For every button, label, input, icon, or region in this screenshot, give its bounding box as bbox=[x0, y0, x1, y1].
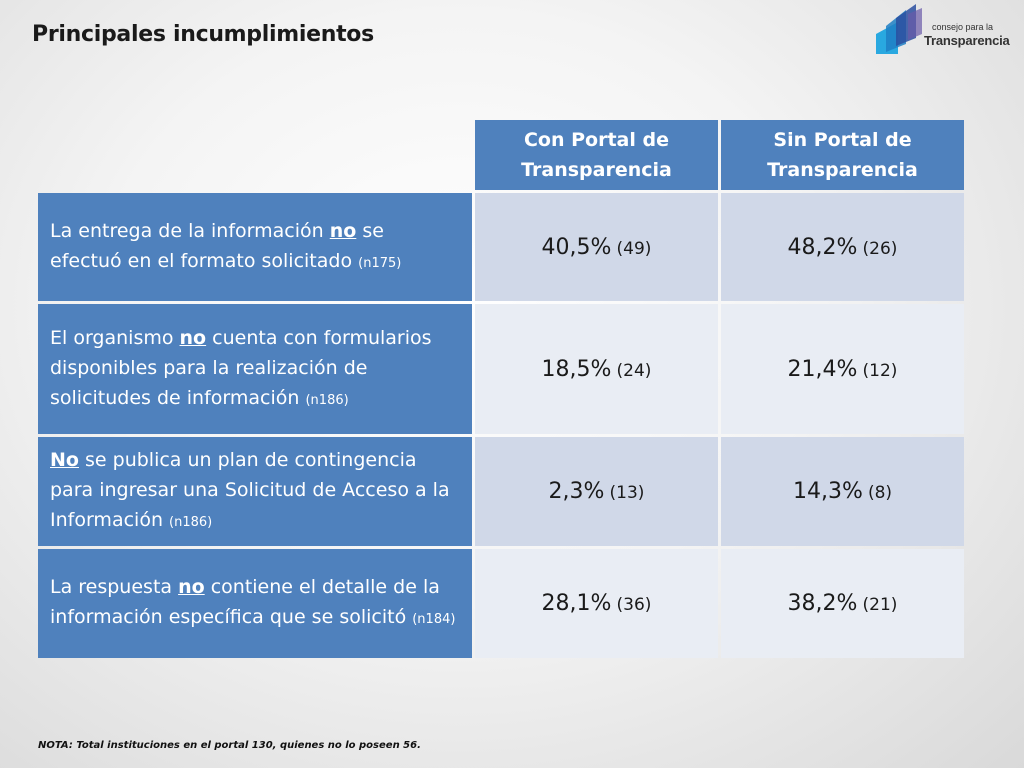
sample-size: (n186) bbox=[305, 392, 349, 408]
table-row: El organismo no cuenta con formularios d… bbox=[38, 304, 964, 434]
value-con-portal: 28,1% (36) bbox=[475, 549, 718, 658]
negation-text: No bbox=[50, 449, 79, 471]
value-sin-portal: 21,4% (12) bbox=[721, 304, 964, 434]
table-row: No se publica un plan de contingencia pa… bbox=[38, 437, 964, 546]
footnote: NOTA: Total instituciones en el portal 1… bbox=[38, 740, 421, 751]
header-row: Con Portal de Transparencia Sin Portal d… bbox=[38, 120, 964, 190]
row-label: La respuesta no contiene el detalle de l… bbox=[38, 549, 472, 658]
row-label: No se publica un plan de contingencia pa… bbox=[38, 437, 472, 546]
sample-size: (n184) bbox=[412, 612, 456, 627]
table-row: La respuesta no contiene el detalle de l… bbox=[38, 549, 964, 658]
table-corner bbox=[38, 120, 472, 190]
negation-text: no bbox=[178, 576, 205, 598]
value-con-portal: 2,3% (13) bbox=[475, 437, 718, 546]
column-header-con-portal: Con Portal de Transparencia bbox=[475, 120, 718, 190]
row-label: El organismo no cuenta con formularios d… bbox=[38, 304, 472, 434]
table-row: La entrega de la información no se efect… bbox=[38, 193, 964, 301]
column-header-sin-portal: Sin Portal de Transparencia bbox=[721, 120, 964, 190]
logo-text-big: Transparencia bbox=[924, 33, 1010, 48]
sample-size: (n175) bbox=[358, 255, 402, 271]
value-con-portal: 18,5% (24) bbox=[475, 304, 718, 434]
compliance-table: Con Portal de Transparencia Sin Portal d… bbox=[35, 117, 967, 661]
page-title: Principales incumplimientos bbox=[32, 22, 374, 47]
value-sin-portal: 38,2% (21) bbox=[721, 549, 964, 658]
value-con-portal: 40,5% (49) bbox=[475, 193, 718, 301]
value-sin-portal: 48,2% (26) bbox=[721, 193, 964, 301]
sample-size: (n186) bbox=[169, 515, 213, 530]
logo-mark-icon bbox=[876, 4, 922, 54]
logo: consejo para la Transparencia bbox=[872, 4, 1020, 56]
row-label: La entrega de la información no se efect… bbox=[38, 193, 472, 301]
logo-text-small: consejo para la bbox=[932, 22, 994, 32]
negation-text: no bbox=[179, 326, 207, 349]
value-sin-portal: 14,3% (8) bbox=[721, 437, 964, 546]
negation-text: no bbox=[329, 219, 357, 242]
